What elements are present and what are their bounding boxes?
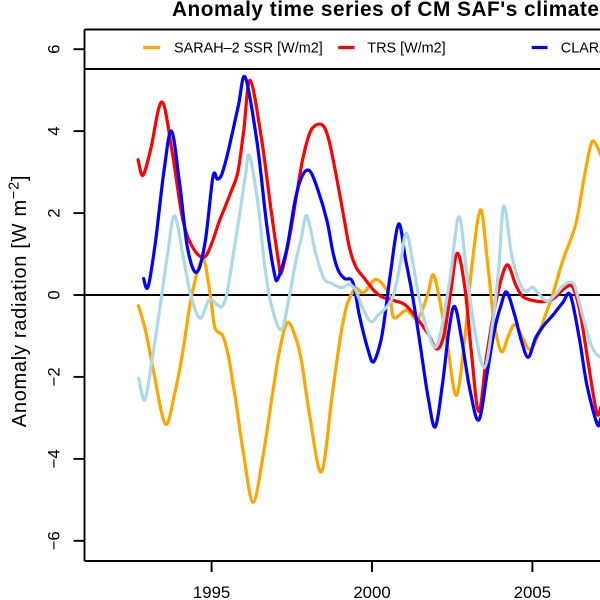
svg-text:TRS [W/m2]: TRS [W/m2] bbox=[367, 41, 445, 57]
svg-text:2000: 2000 bbox=[353, 583, 390, 600]
svg-text:Anomaly time series of CM SAF': Anomaly time series of CM SAF's climate … bbox=[172, 0, 600, 21]
svg-text:SARAH–2 SSR [W/m2]: SARAH–2 SSR [W/m2] bbox=[174, 41, 323, 57]
svg-text:−4: −4 bbox=[44, 449, 63, 468]
svg-text:−6: −6 bbox=[44, 531, 63, 550]
svg-text:4: 4 bbox=[44, 126, 63, 135]
svg-text:1995: 1995 bbox=[193, 583, 230, 600]
svg-text:Anomaly radiation [W m−2]: Anomaly radiation [W m−2] bbox=[7, 175, 32, 427]
svg-text:2: 2 bbox=[44, 208, 63, 217]
svg-text:0: 0 bbox=[44, 290, 63, 299]
svg-text:2005: 2005 bbox=[514, 583, 551, 600]
svg-text:−2: −2 bbox=[44, 367, 63, 386]
svg-text:6: 6 bbox=[44, 45, 63, 54]
